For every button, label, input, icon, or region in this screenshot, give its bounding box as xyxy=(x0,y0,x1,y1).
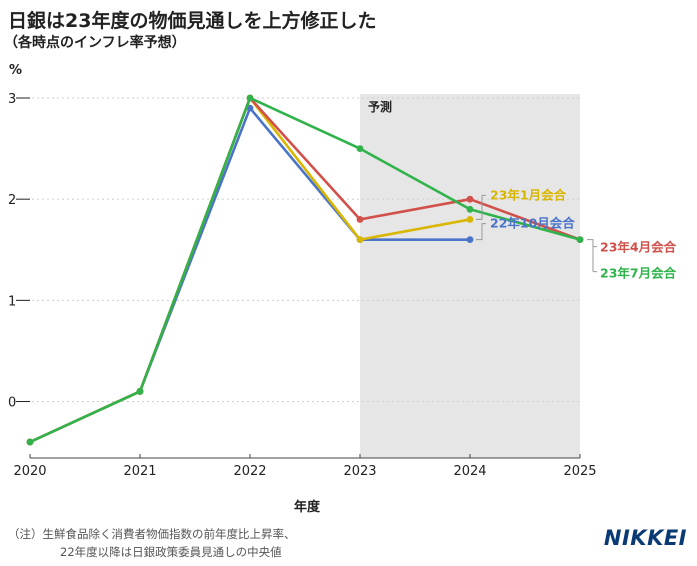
series-label-jul: 23年7月会合 xyxy=(600,266,677,281)
x-axis-label: 年度 xyxy=(293,500,320,515)
series-line-3 xyxy=(29,96,581,444)
series-point-3 xyxy=(356,145,364,152)
series-point-0 xyxy=(466,236,474,244)
x-tick-label: 2025 xyxy=(563,464,596,479)
chart-subtitle: （各時点のインフレ率予想） xyxy=(4,35,186,51)
y-tick-label: 3 xyxy=(8,92,16,107)
series-point-0 xyxy=(246,104,254,112)
series-point-1 xyxy=(356,236,364,244)
label-bracket-jan xyxy=(476,194,486,220)
series-label-oct: 22年10月会合 xyxy=(490,216,575,231)
y-tick-label: 2 xyxy=(8,193,16,208)
footnote-line-1: （注）生鮮食品除く消費者物価指数の前年度比上昇率、 xyxy=(8,527,296,541)
footnote: （注）生鮮食品除く消費者物価指数の前年度比上昇率、 22年度以降は日銀政策委員見… xyxy=(8,525,296,561)
forecast-label: 予測 xyxy=(368,99,392,114)
x-tick-label: 2024 xyxy=(453,464,486,479)
series-point-3 xyxy=(246,94,254,102)
x-tick-label: 2023 xyxy=(343,464,376,479)
x-tick-label: 2020 xyxy=(13,464,46,479)
series-point-2 xyxy=(466,195,474,203)
x-tick-label: 2021 xyxy=(123,464,156,479)
series-point-2 xyxy=(356,216,364,223)
label-bracket-oct xyxy=(476,223,486,241)
nikkei-logo: NIKKEI xyxy=(603,526,687,550)
series-point-1 xyxy=(466,216,474,223)
series-label-jan: 23年1月会合 xyxy=(490,187,567,202)
y-axis-unit: % xyxy=(9,63,23,78)
forecast-region xyxy=(360,94,580,458)
footnote-line-2: 22年度以降は日銀政策委員見通しの中央値 xyxy=(60,545,282,559)
series-point-3 xyxy=(466,205,474,213)
y-tick-label: 0 xyxy=(8,396,16,411)
label-bracket-end xyxy=(587,239,597,273)
series-point-3 xyxy=(26,438,34,446)
chart-title: 日銀は23年度の物価見通しを上方修正した xyxy=(8,10,377,32)
y-tick-label: 1 xyxy=(8,294,16,309)
series-point-3 xyxy=(136,388,144,395)
series-label-apr: 23年4月会合 xyxy=(600,240,677,255)
series-point-3 xyxy=(576,236,584,244)
x-tick-label: 2022 xyxy=(233,464,266,479)
